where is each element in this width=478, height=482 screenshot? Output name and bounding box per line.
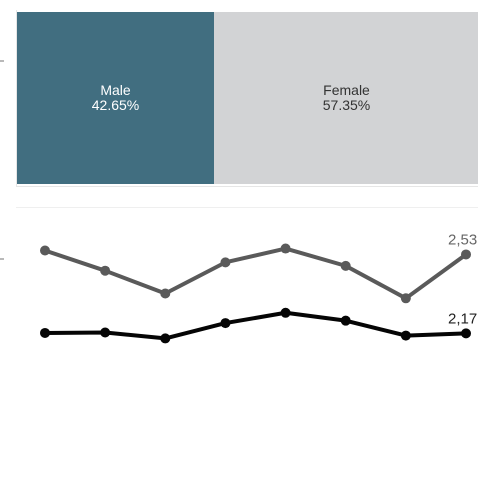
series-2-point-5[interactable] [280,307,291,318]
series-2-point-8[interactable] [461,328,471,339]
segment-label-male-value: 42.65% [91,97,140,113]
series-1-point-7[interactable] [400,293,411,304]
series-1-point-3[interactable] [160,288,171,299]
series-1-point-5[interactable] [280,243,291,254]
bar-segment-female[interactable]: Female 57.35% [214,12,478,184]
series-2-end-label: 2,17 [448,310,477,327]
axis-tick-stub [0,258,4,260]
series-1-end-label: 2,53 [448,231,477,248]
bar-segment-male[interactable]: Male 42.65% [17,12,214,184]
panel-divider [16,207,478,208]
segment-label-female-value: 57.35% [322,97,371,113]
series-1-point-1[interactable] [40,245,50,256]
series-line-2 [43,310,468,341]
series-1-point-4[interactable] [220,257,231,268]
gender-split-chart: Male 42.65% Female 57.35% [16,10,478,187]
trend-line-chart: 2,53 2,17 [0,208,478,482]
line-chart-svg: 2,53 2,17 [40,231,477,344]
series-2-point-2[interactable] [100,327,111,338]
series-2-point-1[interactable] [40,327,50,338]
series-1-point-2[interactable] [100,265,111,276]
segment-label-female-name: Female [323,82,370,98]
series-2-point-7[interactable] [400,330,411,341]
series-2-point-6[interactable] [340,315,351,326]
series-2-point-4[interactable] [220,318,231,329]
axis-tick-stub [0,60,4,62]
segment-label-male-name: Male [100,82,131,98]
series-1-point-8[interactable] [461,249,471,260]
series-line-1 [43,246,468,301]
series-2-point-3[interactable] [160,333,171,344]
series-1-point-6[interactable] [340,260,351,271]
